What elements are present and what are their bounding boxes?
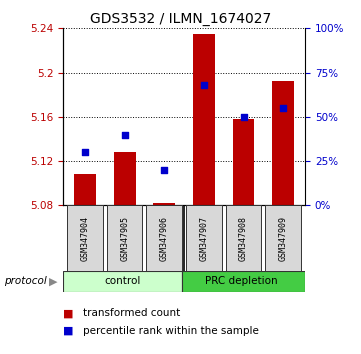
Bar xyxy=(74,175,96,205)
Bar xyxy=(272,81,294,205)
Point xyxy=(280,105,286,111)
Bar xyxy=(147,205,182,271)
Text: GSM347907: GSM347907 xyxy=(199,216,208,261)
Text: ■: ■ xyxy=(63,326,74,336)
Text: transformed count: transformed count xyxy=(83,308,180,318)
Point xyxy=(161,167,167,173)
Point xyxy=(241,114,247,120)
Bar xyxy=(265,205,301,271)
Bar xyxy=(233,119,255,205)
Point xyxy=(82,149,88,155)
Bar xyxy=(186,205,222,271)
Bar xyxy=(107,205,143,271)
Bar xyxy=(67,205,103,271)
Text: GSM347909: GSM347909 xyxy=(279,216,288,261)
Text: control: control xyxy=(104,276,141,286)
Text: GDS3532 / ILMN_1674027: GDS3532 / ILMN_1674027 xyxy=(90,12,271,27)
Text: PRC depletion: PRC depletion xyxy=(205,276,278,286)
Bar xyxy=(63,271,182,292)
Text: ■: ■ xyxy=(63,308,74,318)
Bar xyxy=(182,271,305,292)
Text: GSM347908: GSM347908 xyxy=(239,216,248,261)
Text: percentile rank within the sample: percentile rank within the sample xyxy=(83,326,259,336)
Text: ▶: ▶ xyxy=(49,276,58,286)
Text: GSM347904: GSM347904 xyxy=(81,216,90,261)
Text: GSM347905: GSM347905 xyxy=(120,216,129,261)
Text: GSM347906: GSM347906 xyxy=(160,216,169,261)
Bar xyxy=(114,152,135,205)
Text: protocol: protocol xyxy=(4,276,46,286)
Point xyxy=(122,132,127,137)
Bar xyxy=(193,34,215,205)
Point xyxy=(201,82,207,88)
Bar xyxy=(226,205,261,271)
Bar xyxy=(153,203,175,205)
